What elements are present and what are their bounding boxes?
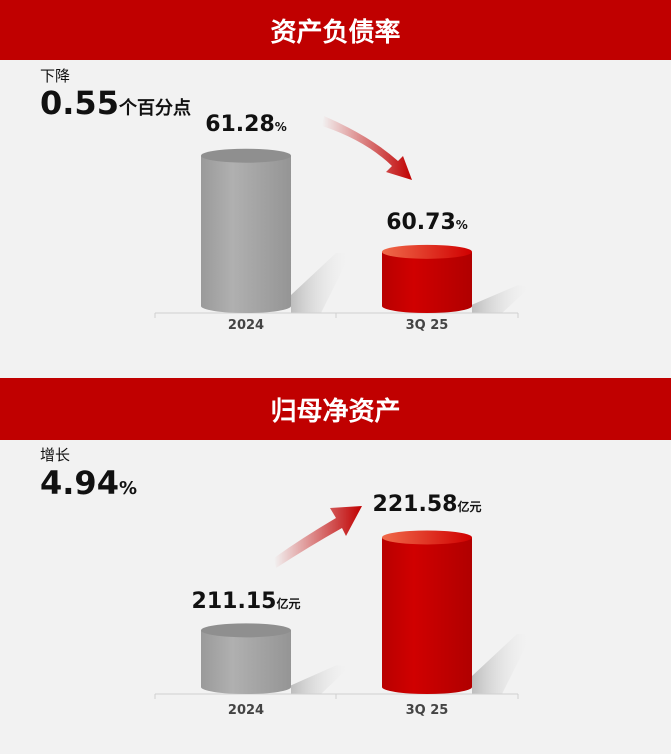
data-label-2024: 61.28% [205, 112, 287, 137]
x-tick-label: 2024 [227, 318, 265, 333]
bar-top [382, 530, 472, 545]
change-label: 下降 [40, 67, 71, 85]
bar-body [201, 630, 291, 694]
change-unit: % [118, 478, 137, 499]
change-unit: 个百分点 [118, 98, 191, 119]
bar-shadow [472, 634, 532, 694]
bar-shadow [472, 285, 532, 313]
bar-top [201, 623, 291, 638]
change-value: 4.94 [40, 464, 119, 502]
bar-3Q25 [382, 244, 472, 313]
change-value: 0.55 [40, 84, 119, 122]
x-tick-label: 2024 [227, 703, 265, 718]
data-label-3q25: 60.73% [386, 210, 468, 235]
change-figure: 4.94% [40, 464, 137, 502]
chart-svg [154, 116, 532, 318]
data-label-2024: 211.15亿元 [191, 589, 301, 614]
section-title: 归母净资产 [270, 396, 401, 427]
x-tick-label: 3Q 25 [405, 318, 449, 333]
bar-shadow [291, 665, 351, 694]
section-title: 资产负债率 [270, 17, 401, 48]
data-label-3q25: 221.58亿元 [372, 492, 482, 517]
chart-svg [154, 506, 532, 699]
chart-net-assets: 增长 4.94% 211.15亿元 221.58亿元 2024 3Q 25 [0, 378, 671, 754]
bar-top [382, 244, 472, 259]
trend-arrow-down [322, 116, 412, 180]
bar-body [382, 537, 472, 694]
trend-arrow-up [274, 506, 362, 568]
bar-body [201, 155, 291, 313]
bar-2024 [201, 148, 291, 313]
x-tick-label: 3Q 25 [405, 703, 449, 718]
section-header-net-assets: 归母净资产 [0, 378, 671, 440]
bar-body [382, 251, 472, 313]
bar-shadow [291, 253, 351, 313]
change-label: 增长 [40, 446, 71, 464]
chart-debt-ratio: 下降 0.55个百分点 61.28% 60.73% 2024 3Q 25 [40, 67, 532, 333]
bar-2024 [201, 623, 291, 694]
bar-3Q25 [382, 530, 472, 694]
bar-top [201, 148, 291, 163]
section-header-debt-ratio: 资产负债率 [0, 0, 671, 60]
change-figure: 0.55个百分点 [40, 84, 191, 122]
